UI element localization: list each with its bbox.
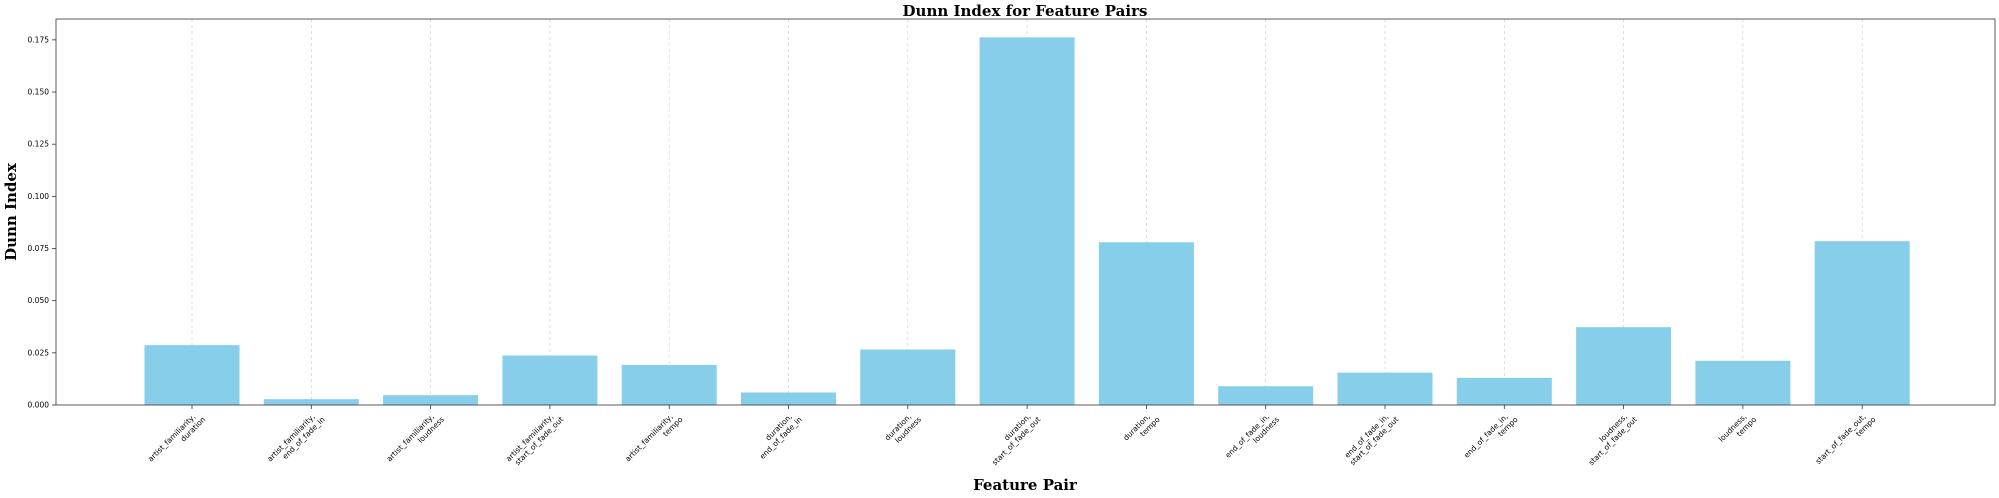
bar-3 <box>502 355 598 405</box>
x-tick-label: loudness,start_of_fade_out <box>1580 408 1639 467</box>
x-tick-label: end_of_fade_in,start_of_fade_out <box>1342 408 1401 467</box>
x-tick-label: duration,tempo <box>1121 408 1162 449</box>
x-tick-label: artist_familiarity,end_of_fade_in <box>265 408 326 469</box>
bar-14 <box>1814 241 1910 405</box>
x-tick-label: end_of_fade_in,loudness <box>1223 408 1281 466</box>
y-tick-label: 0.050 <box>28 296 50 305</box>
bar-6 <box>860 349 956 405</box>
bar-11 <box>1456 377 1552 405</box>
x-tick-label: artist_familiarity,duration <box>146 408 207 469</box>
x-tick-label: duration,end_of_fade_in <box>751 408 804 461</box>
x-axis-ticks: artist_familiarity,duration artist_famili… <box>146 405 1878 472</box>
x-tick-label: artist_familiarity,loudness <box>385 408 446 469</box>
bar-4 <box>621 364 717 405</box>
y-axis-label: Dunn Index <box>2 162 20 261</box>
x-tick-label-line: start_of_fade_out, <box>1814 412 1868 466</box>
bar-5 <box>741 392 836 405</box>
y-tick-label: 0.025 <box>28 348 50 357</box>
y-tick-label: 0.100 <box>28 192 50 201</box>
bar-12 <box>1576 327 1672 405</box>
x-tick-label: duration,loudness <box>883 408 923 448</box>
x-tick-label: duration,start_of_fade_out <box>984 408 1043 467</box>
bar-10 <box>1337 372 1433 405</box>
bar-8 <box>1098 242 1194 405</box>
x-axis-label: Feature Pair <box>973 476 1078 494</box>
bar-2 <box>383 395 479 405</box>
x-tick-label: start_of_fade_out,tempo <box>1814 408 1878 472</box>
x-tick-label: end_of_fade_in,tempo <box>1462 408 1520 466</box>
bar-1 <box>263 399 359 405</box>
y-tick-label: 0.175 <box>28 35 50 44</box>
x-tick-label: artist_familiarity,start_of_fade_out <box>504 408 565 469</box>
plot-area-frame <box>55 18 1996 406</box>
bar-7 <box>979 37 1075 405</box>
bar-layer <box>144 37 1910 405</box>
y-tick-label: 0.150 <box>28 88 50 97</box>
y-axis-ticks: 0.000 0.025 0.050 0.075 0.100 0.125 0.150 0.175 <box>28 35 56 410</box>
x-tick-label: loudness,tempo <box>1717 408 1759 450</box>
y-tick-label: 0.125 <box>28 140 50 149</box>
x-tick-label: artist_familiarity,tempo <box>623 408 685 470</box>
bar-0 <box>144 345 240 405</box>
y-tick-label: 0.075 <box>28 244 50 253</box>
y-tick-label: 0.000 <box>28 401 50 410</box>
bar-9 <box>1218 386 1314 405</box>
chart-title: Dunn Index for Feature Pairs <box>903 2 1148 20</box>
bar-13 <box>1695 360 1791 405</box>
